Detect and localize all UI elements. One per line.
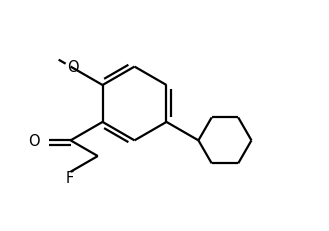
Text: F: F xyxy=(65,170,74,185)
Text: O: O xyxy=(28,133,40,148)
Text: O: O xyxy=(67,60,79,75)
